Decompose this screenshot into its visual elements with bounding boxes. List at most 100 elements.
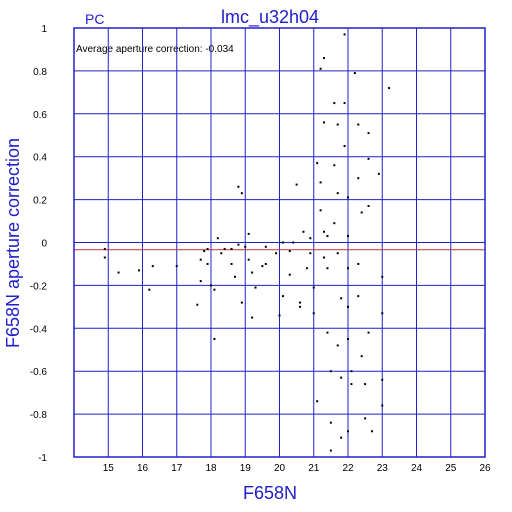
data-point [336,344,339,347]
data-point [264,245,267,248]
data-point [333,164,336,167]
data-point [326,331,329,334]
data-point [216,237,219,240]
data-point [309,237,312,240]
data-point [381,275,384,278]
data-point [251,271,254,274]
data-point [343,33,346,36]
y-tick-label: 0.2 [33,196,47,207]
chart-title: lmc_u32h04 [221,7,319,28]
data-point [360,211,363,214]
data-point [347,267,349,270]
y-tick-label: 1 [41,24,47,35]
data-point [275,252,278,255]
data-point [261,265,264,268]
y-tick-label: -0.4 [30,324,48,335]
data-point [333,102,336,105]
grid: 14 [73,27,486,458]
data-point [281,295,284,298]
data-point [305,267,308,270]
y-tick-label: 0.6 [33,110,47,121]
data-point [350,383,353,386]
data-point [316,400,319,403]
data-point [175,265,178,268]
data-point [340,436,343,439]
data-point [138,269,141,272]
data-point [347,196,349,199]
data-point [336,252,339,255]
data-point [230,262,233,265]
data-point [367,205,370,208]
data-point [264,262,267,265]
data-point [213,338,216,341]
data-point [233,275,236,278]
data-point [323,256,326,259]
y-tick-label: 0.4 [33,153,47,164]
data-point [323,230,326,233]
y-tick-label: -0.8 [30,410,48,421]
data-point [350,370,353,373]
chart-subtitle: PC [85,11,104,27]
data-point [302,230,305,233]
data-point [357,123,360,126]
y-tick-label: -0.2 [30,281,48,292]
data-point [319,67,322,70]
data-point [244,245,247,248]
data-point [203,250,206,253]
data-point [347,235,349,238]
data-point [288,250,291,253]
data-point [103,247,106,250]
data-point [367,331,370,334]
data-point [220,252,223,255]
data-point [206,247,209,250]
data-point [251,316,254,319]
data-point [381,378,384,381]
x-tick-label: 18 [205,463,217,474]
data-points [103,33,391,452]
data-point [312,286,315,289]
data-point [240,192,243,195]
data-point [117,271,120,274]
data-point [210,284,212,287]
data-point [323,57,326,60]
data-point [326,267,329,270]
data-point [367,132,370,135]
x-tick-label: 26 [479,463,491,474]
data-point [329,421,332,424]
data-point [206,262,209,265]
data-point [329,370,332,373]
data-point [388,87,391,90]
data-point [103,256,106,259]
data-point [360,355,363,358]
x-tick-label: 15 [103,463,115,474]
data-point [347,305,349,308]
data-point [299,305,302,308]
data-point [319,209,322,212]
data-point [333,222,336,225]
tick-labels: 15 16 17 18 19 20 21 22 23 24 25 26 1 0.8 0.6 0.4 0.2 0 -0… [30,24,491,474]
data-point [340,376,343,379]
data-point [353,72,356,75]
data-point [223,247,226,250]
data-point [336,123,339,126]
data-point [347,430,349,433]
data-point [329,449,332,452]
data-point [247,258,250,261]
data-point [148,288,151,291]
data-point [343,144,346,147]
y-tick-label: 0.8 [33,67,47,78]
data-point [319,181,322,184]
data-point [237,243,240,246]
x-tick-label: 20 [274,463,286,474]
data-point [309,252,312,255]
data-point [199,258,202,261]
x-tick-label: 21 [308,463,320,474]
x-tick-label: 24 [411,463,423,474]
data-point [357,262,360,265]
data-point [323,121,326,124]
x-tick-label: 16 [137,463,149,474]
data-point [326,235,329,238]
data-point [316,162,319,165]
x-tick-label: 25 [445,463,457,474]
